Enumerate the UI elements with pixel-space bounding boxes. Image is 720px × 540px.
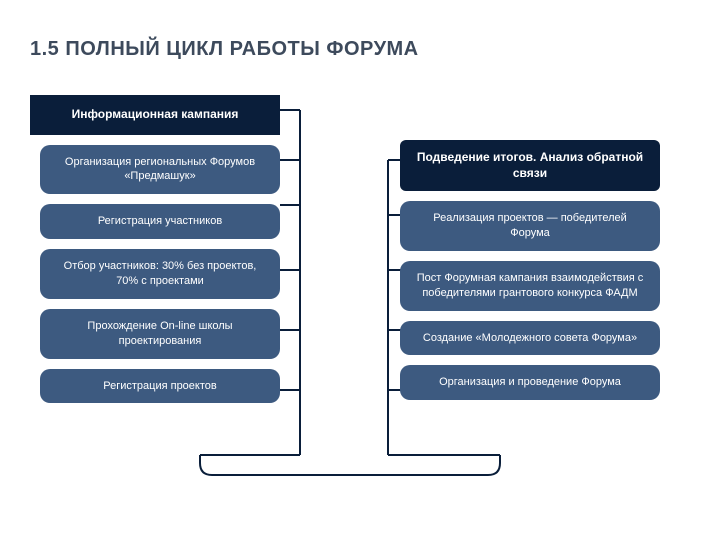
right-item-3: Организация и проведение Форума	[400, 365, 660, 400]
left-item-3: Прохождение On-line школы проектирования	[40, 309, 280, 359]
right-item-2: Создание «Молодежного совета Форума»	[400, 321, 660, 356]
right-item-1: Пост Форумная кампания взаимодействия с …	[400, 261, 660, 311]
right-item-0: Реализация проектов — победителей Форума	[400, 201, 660, 251]
left-header: Информационная кампания	[30, 95, 280, 135]
left-column: Информационная кампания Организация реги…	[40, 95, 310, 413]
left-item-2: Отбор участников: 30% без проектов, 70% …	[40, 249, 280, 299]
left-item-1: Регистрация участников	[40, 204, 280, 239]
right-column: Подведение итогов. Анализ обратной связи…	[400, 140, 670, 410]
left-item-4: Регистрация проектов	[40, 369, 280, 404]
left-item-0: Организация региональных Форумов «Предма…	[40, 145, 280, 195]
page-title: 1.5 ПОЛНЫЙ ЦИКЛ РАБОТЫ ФОРУМА	[30, 38, 419, 61]
right-header: Подведение итогов. Анализ обратной связи	[400, 140, 660, 191]
